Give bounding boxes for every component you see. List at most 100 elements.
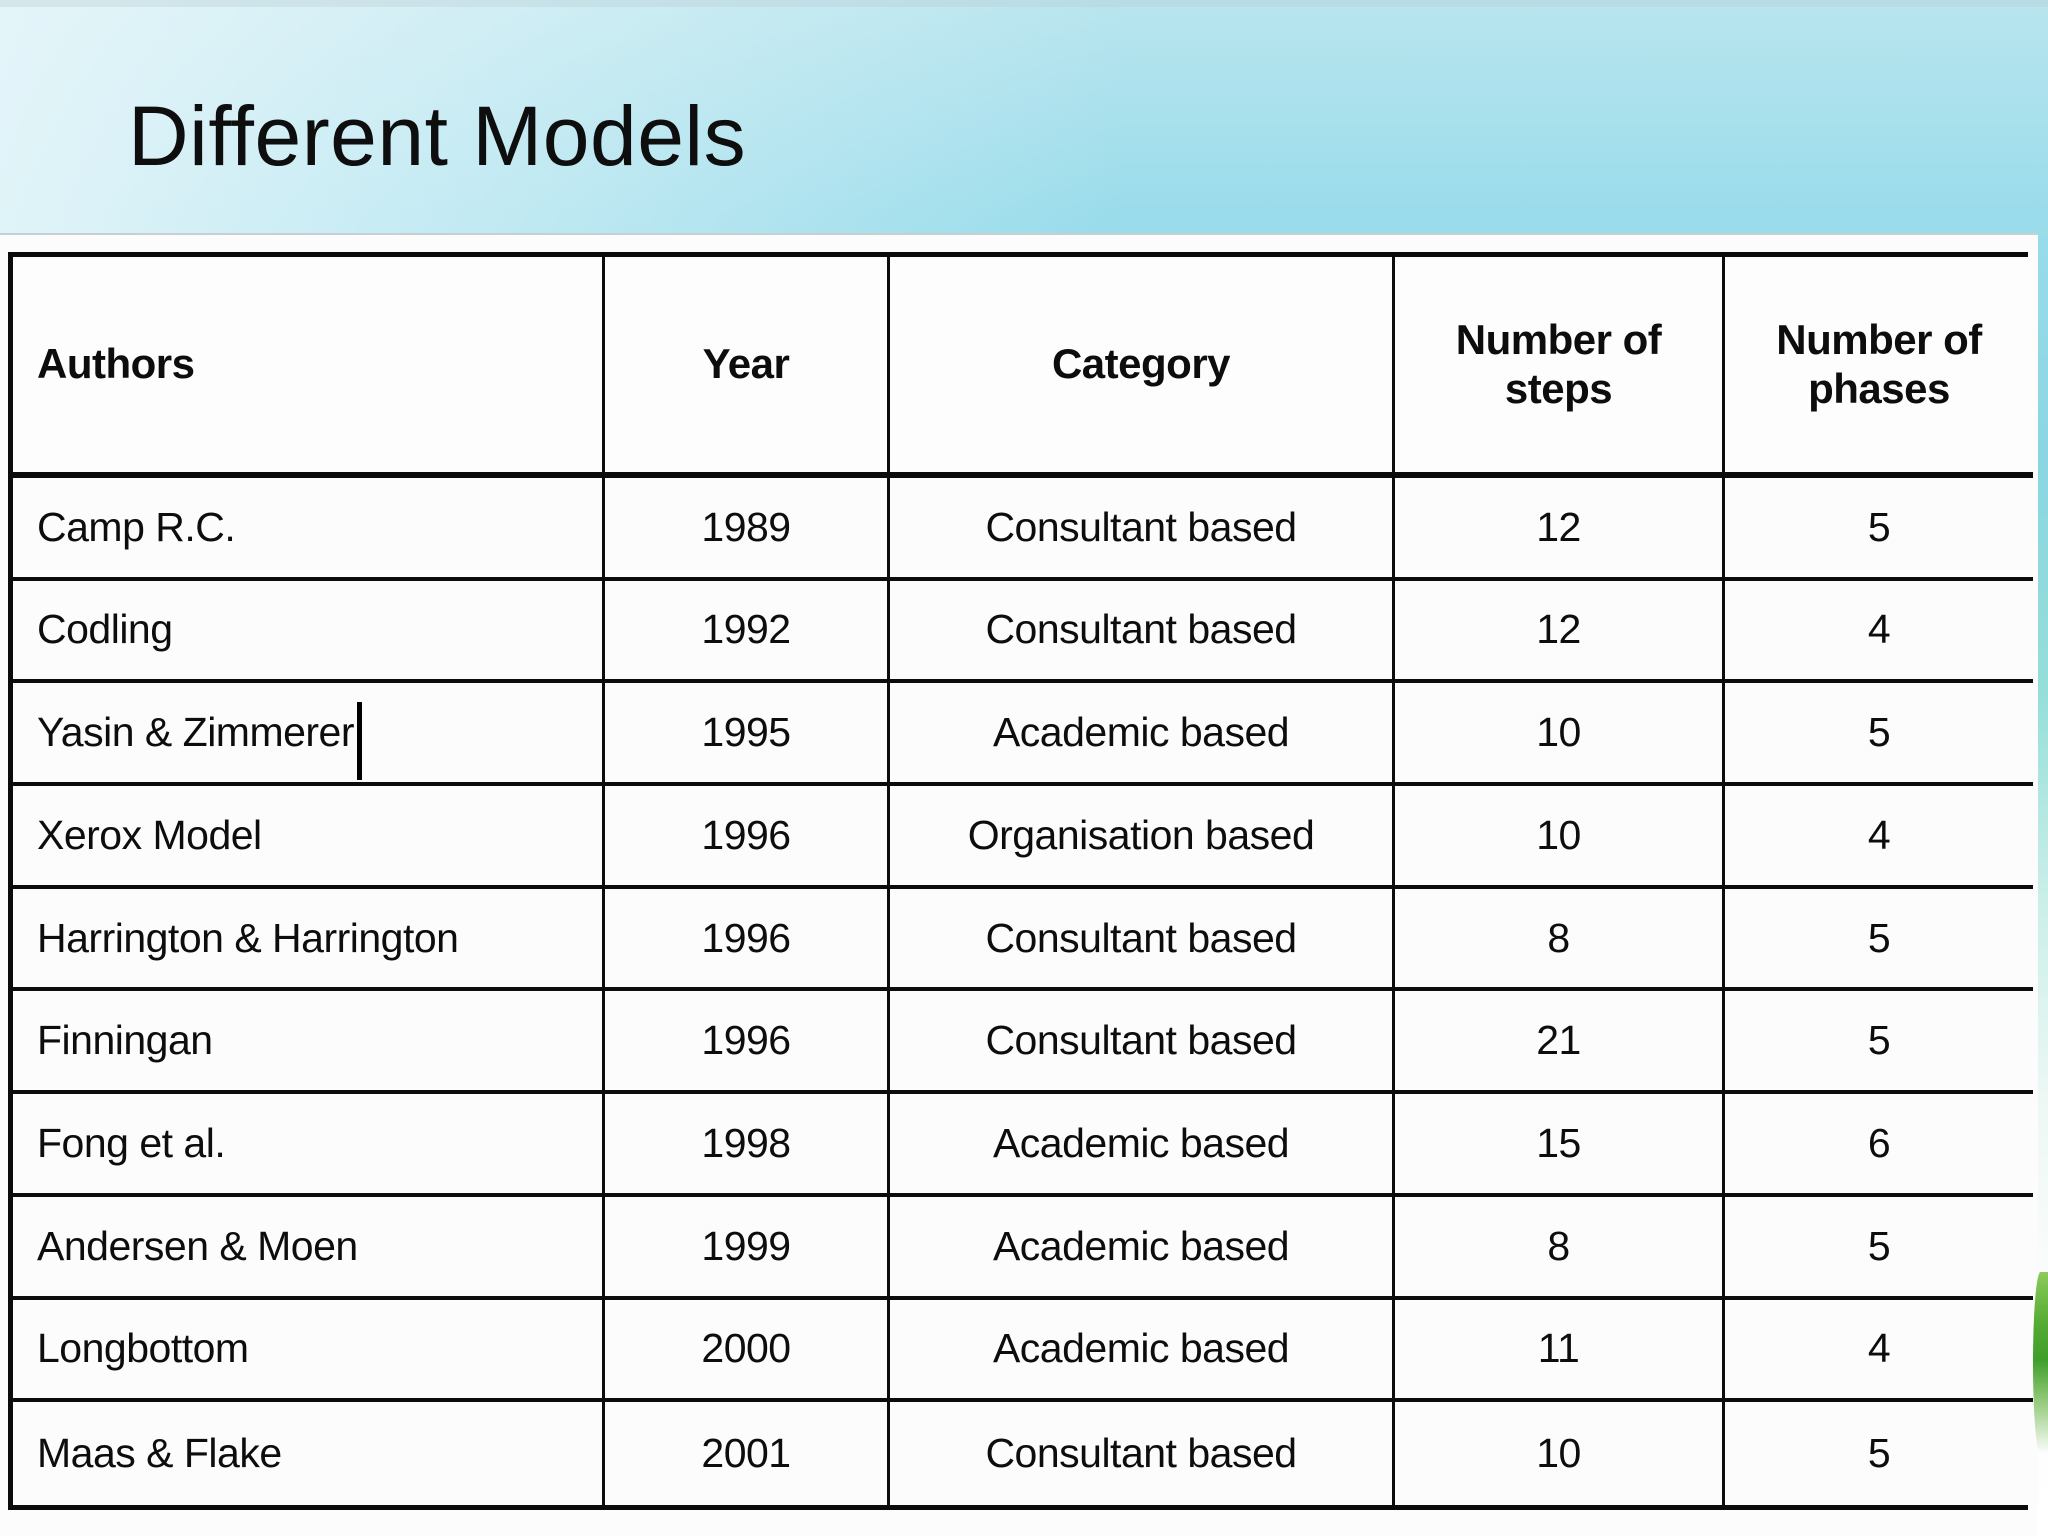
cell-text: Consultant based [985,914,1297,961]
cell-steps: 12 [1395,580,1725,684]
cell-authors: Fong et al. [13,1094,605,1197]
cell-text: 5 [1867,1222,1891,1269]
cell-text: 10 [1536,1430,1581,1477]
cell-text: 8 [1547,1222,1570,1269]
leaf-image [2033,1272,2048,1454]
cell-text: Codling [37,606,173,653]
cell-steps: 8 [1395,888,1725,992]
cell-category: Academic based [890,1299,1395,1403]
cell-steps: 12 [1395,478,1725,581]
cell-category: Consultant based [890,888,1395,992]
cell-category: Consultant based [890,478,1395,581]
cell-year: 2000 [605,1299,890,1403]
cell-authors: Harrington & Harrington [13,888,605,992]
cell-phases: 5 [1725,683,2033,787]
cell-text: 5 [1867,914,1891,961]
cell-text: Xerox Model [37,811,262,858]
cell-category: Academic based [890,1094,1395,1197]
cell-category: Organisation based [890,786,1395,889]
cell-steps: 10 [1395,683,1725,787]
cell-text: 8 [1547,914,1570,961]
cell-text: Harrington & Harrington [37,914,459,961]
cell-text: Andersen & Moen [37,1222,358,1269]
cell-text: Organisation based [967,811,1315,858]
cell-phases: 4 [1725,1299,2033,1403]
cell-phases: 4 [1725,786,2033,889]
cell-phases: 5 [1725,1402,2033,1505]
column-header-label: Year [702,340,790,388]
cell-phases: 5 [1725,991,2033,1095]
cell-text: Finningan [37,1017,213,1064]
cell-text: 5 [1867,1430,1891,1477]
cell-text: 2000 [701,1325,791,1372]
cell-text: 1992 [701,606,791,653]
cell-year: 1999 [605,1196,890,1300]
cell-text: 5 [1867,1017,1891,1064]
cell-authors: Maas & Flake [13,1402,605,1505]
cell-category: Consultant based [890,1402,1395,1505]
cell-text: 6 [1867,1119,1891,1166]
cell-text: 4 [1867,811,1891,858]
cell-phases: 5 [1725,1196,2033,1300]
cell-text: 4 [1867,1325,1891,1372]
cell-steps: 11 [1395,1299,1725,1403]
cell-text: 1996 [701,811,791,858]
top-edge-band [0,0,2048,7]
cell-text: Consultant based [985,1430,1297,1477]
column-header-year: Year [605,257,890,478]
cell-steps: 10 [1395,786,1725,889]
cell-authors: Camp R.C. [13,478,605,581]
column-header-category: Category [890,257,1395,478]
column-header-authors: Authors [13,257,605,478]
cell-authors: Longbottom [13,1299,605,1403]
cell-text: 5 [1867,709,1891,756]
cell-text: 10 [1536,709,1581,756]
cell-text: 10 [1536,811,1581,858]
cell-text: 15 [1536,1119,1581,1166]
cell-category: Academic based [890,683,1395,787]
cell-year: 1996 [605,786,890,889]
cell-text: Academic based [992,1325,1290,1372]
cell-authors: Yasin & Zimmerer [13,683,605,787]
cell-text: Consultant based [985,1017,1297,1064]
cell-text: 1999 [701,1222,791,1269]
cell-text: 11 [1537,1325,1580,1372]
cell-text: Camp R.C. [37,503,236,550]
cell-text: 12 [1536,503,1581,550]
cell-phases: 5 [1725,478,2033,581]
cell-authors: Andersen & Moen [13,1196,605,1300]
cell-text: Consultant based [985,503,1297,550]
cell-text: 1996 [701,914,791,961]
models-table: Authors Year Category Number of steps Number… [8,252,2033,1510]
column-header-phases: Number of phases [1725,257,2033,478]
cell-text: 1989 [701,503,791,550]
column-header-label: Number of phases [1776,316,1982,412]
cell-steps: 8 [1395,1196,1725,1300]
cell-text: 1996 [701,1017,791,1064]
column-header-label: Authors [37,340,195,388]
cell-year: 1996 [605,888,890,992]
cell-phases: 4 [1725,580,2033,684]
cell-text: 21 [1536,1017,1581,1064]
cell-year: 1989 [605,478,890,581]
cell-year: 2001 [605,1402,890,1505]
cell-text: Consultant based [985,606,1297,653]
cell-steps: 21 [1395,991,1725,1095]
page-title: Different Models [128,89,747,183]
cell-text: Academic based [992,1222,1290,1269]
cell-text: 2001 [701,1430,791,1477]
cell-category: Consultant based [890,580,1395,684]
cell-text: 1998 [701,1119,791,1166]
cell-phases: 5 [1725,888,2033,992]
cell-year: 1995 [605,683,890,787]
cell-phases: 6 [1725,1094,2033,1197]
cell-authors: Finningan [13,991,605,1095]
cell-year: 1996 [605,991,890,1095]
cell-authors: Codling [13,580,605,684]
cell-text: Academic based [992,709,1290,756]
cell-steps: 10 [1395,1402,1725,1505]
cell-text: Fong et al. [37,1119,226,1166]
column-header-label: Number of steps [1455,316,1662,412]
cell-text: 12 [1536,606,1581,653]
